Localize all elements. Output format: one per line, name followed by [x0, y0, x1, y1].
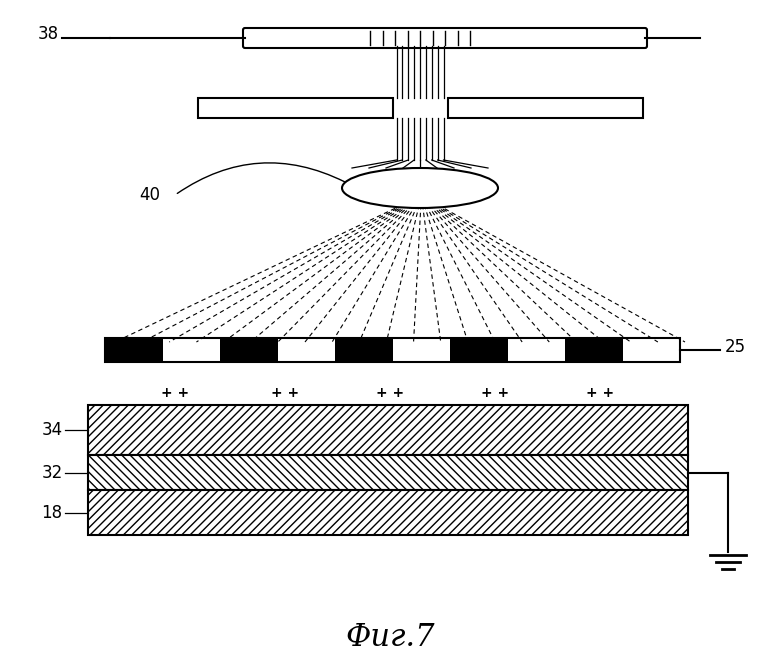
Text: + +: + +: [271, 386, 299, 400]
Text: 25: 25: [725, 338, 746, 356]
Bar: [220, 338, 278, 362]
Bar: [88, 490, 688, 535]
Text: 34: 34: [41, 421, 62, 439]
Bar: [448, 98, 643, 118]
Text: 32: 32: [41, 464, 62, 482]
Bar: [105, 338, 680, 362]
Text: + +: + +: [161, 386, 189, 400]
Bar: [162, 338, 220, 362]
Text: 40: 40: [140, 186, 161, 204]
Bar: [450, 338, 508, 362]
Text: 18: 18: [41, 503, 62, 521]
Text: 38: 38: [37, 25, 58, 43]
Text: + +: + +: [586, 386, 614, 400]
Text: Фиг.7: Фиг.7: [346, 623, 434, 654]
Bar: [335, 338, 392, 362]
Bar: [508, 338, 565, 362]
Bar: [278, 338, 335, 362]
Bar: [565, 338, 622, 362]
Ellipse shape: [342, 168, 498, 208]
Bar: [105, 338, 680, 362]
Text: + +: + +: [376, 386, 404, 400]
FancyBboxPatch shape: [243, 28, 647, 48]
Bar: [88, 455, 688, 490]
Bar: [392, 338, 450, 362]
Bar: [622, 338, 680, 362]
Bar: [105, 338, 162, 362]
Bar: [197, 98, 392, 118]
Text: + +: + +: [481, 386, 509, 400]
Bar: [88, 405, 688, 455]
